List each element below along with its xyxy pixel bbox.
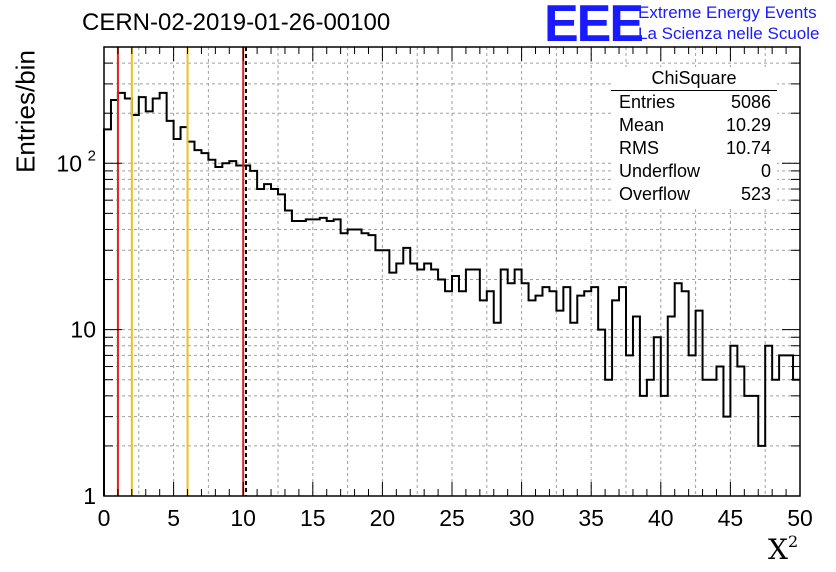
stats-value: 5086	[730, 92, 771, 112]
logo-caption-line2: La Scienza nelle Scuole	[638, 24, 820, 43]
x-tick-label: 25	[439, 505, 465, 531]
chart-title: CERN-02-2019-01-26-00100	[82, 9, 391, 36]
y-axis-label: Entries/bin	[10, 50, 41, 173]
x-tick-label: 20	[370, 505, 396, 531]
x-tick-label: 45	[718, 505, 744, 531]
stats-row: Underflow 0	[611, 160, 777, 183]
stats-value: 10.29	[725, 115, 771, 135]
histogram-outline	[103, 91, 800, 496]
x-tick-label: 0	[98, 505, 111, 531]
stats-row: Mean 10.29	[611, 114, 777, 137]
stats-title: ChiSquare	[611, 67, 777, 91]
eee-logo: EEE	[544, 0, 644, 53]
stats-label: Underflow	[619, 161, 701, 181]
stats-box: ChiSquare Entries 5086 Mean 10.29 RMS 10.74…	[611, 67, 777, 206]
logo-caption-line1: Extreme Energy Events	[638, 3, 817, 22]
x-axis-label-superscript: 2	[787, 532, 799, 551]
stats-value: 523	[740, 184, 771, 204]
x-tick-label: 15	[300, 505, 326, 531]
stats-value: 0	[760, 161, 771, 181]
y-tick-label: 10	[56, 150, 82, 176]
y-tick-label: 10	[70, 317, 96, 343]
x-tick-label: 10	[230, 505, 256, 531]
x-tick-label: 30	[509, 505, 535, 531]
x-tick-label: 40	[648, 505, 674, 531]
stats-label: Mean	[619, 115, 665, 135]
x-axis-label-base: X	[768, 533, 788, 566]
stats-label: RMS	[619, 138, 659, 158]
stats-label: Entries	[619, 92, 676, 112]
stats-label: Overflow	[619, 184, 691, 204]
stats-row: Overflow 523	[611, 183, 777, 206]
stats-row: Entries 5086	[611, 91, 777, 114]
x-tick-label: 50	[787, 505, 813, 531]
x-axis-label: X2	[768, 532, 798, 566]
x-tick-label: 5	[167, 505, 180, 531]
stats-row: RMS 10.74	[611, 137, 777, 160]
stats-value: 10.74	[725, 138, 771, 158]
y-tick-label: 1	[83, 483, 96, 509]
y-tick-label-exponent: 2	[88, 147, 96, 164]
x-tick-label: 35	[578, 505, 604, 531]
